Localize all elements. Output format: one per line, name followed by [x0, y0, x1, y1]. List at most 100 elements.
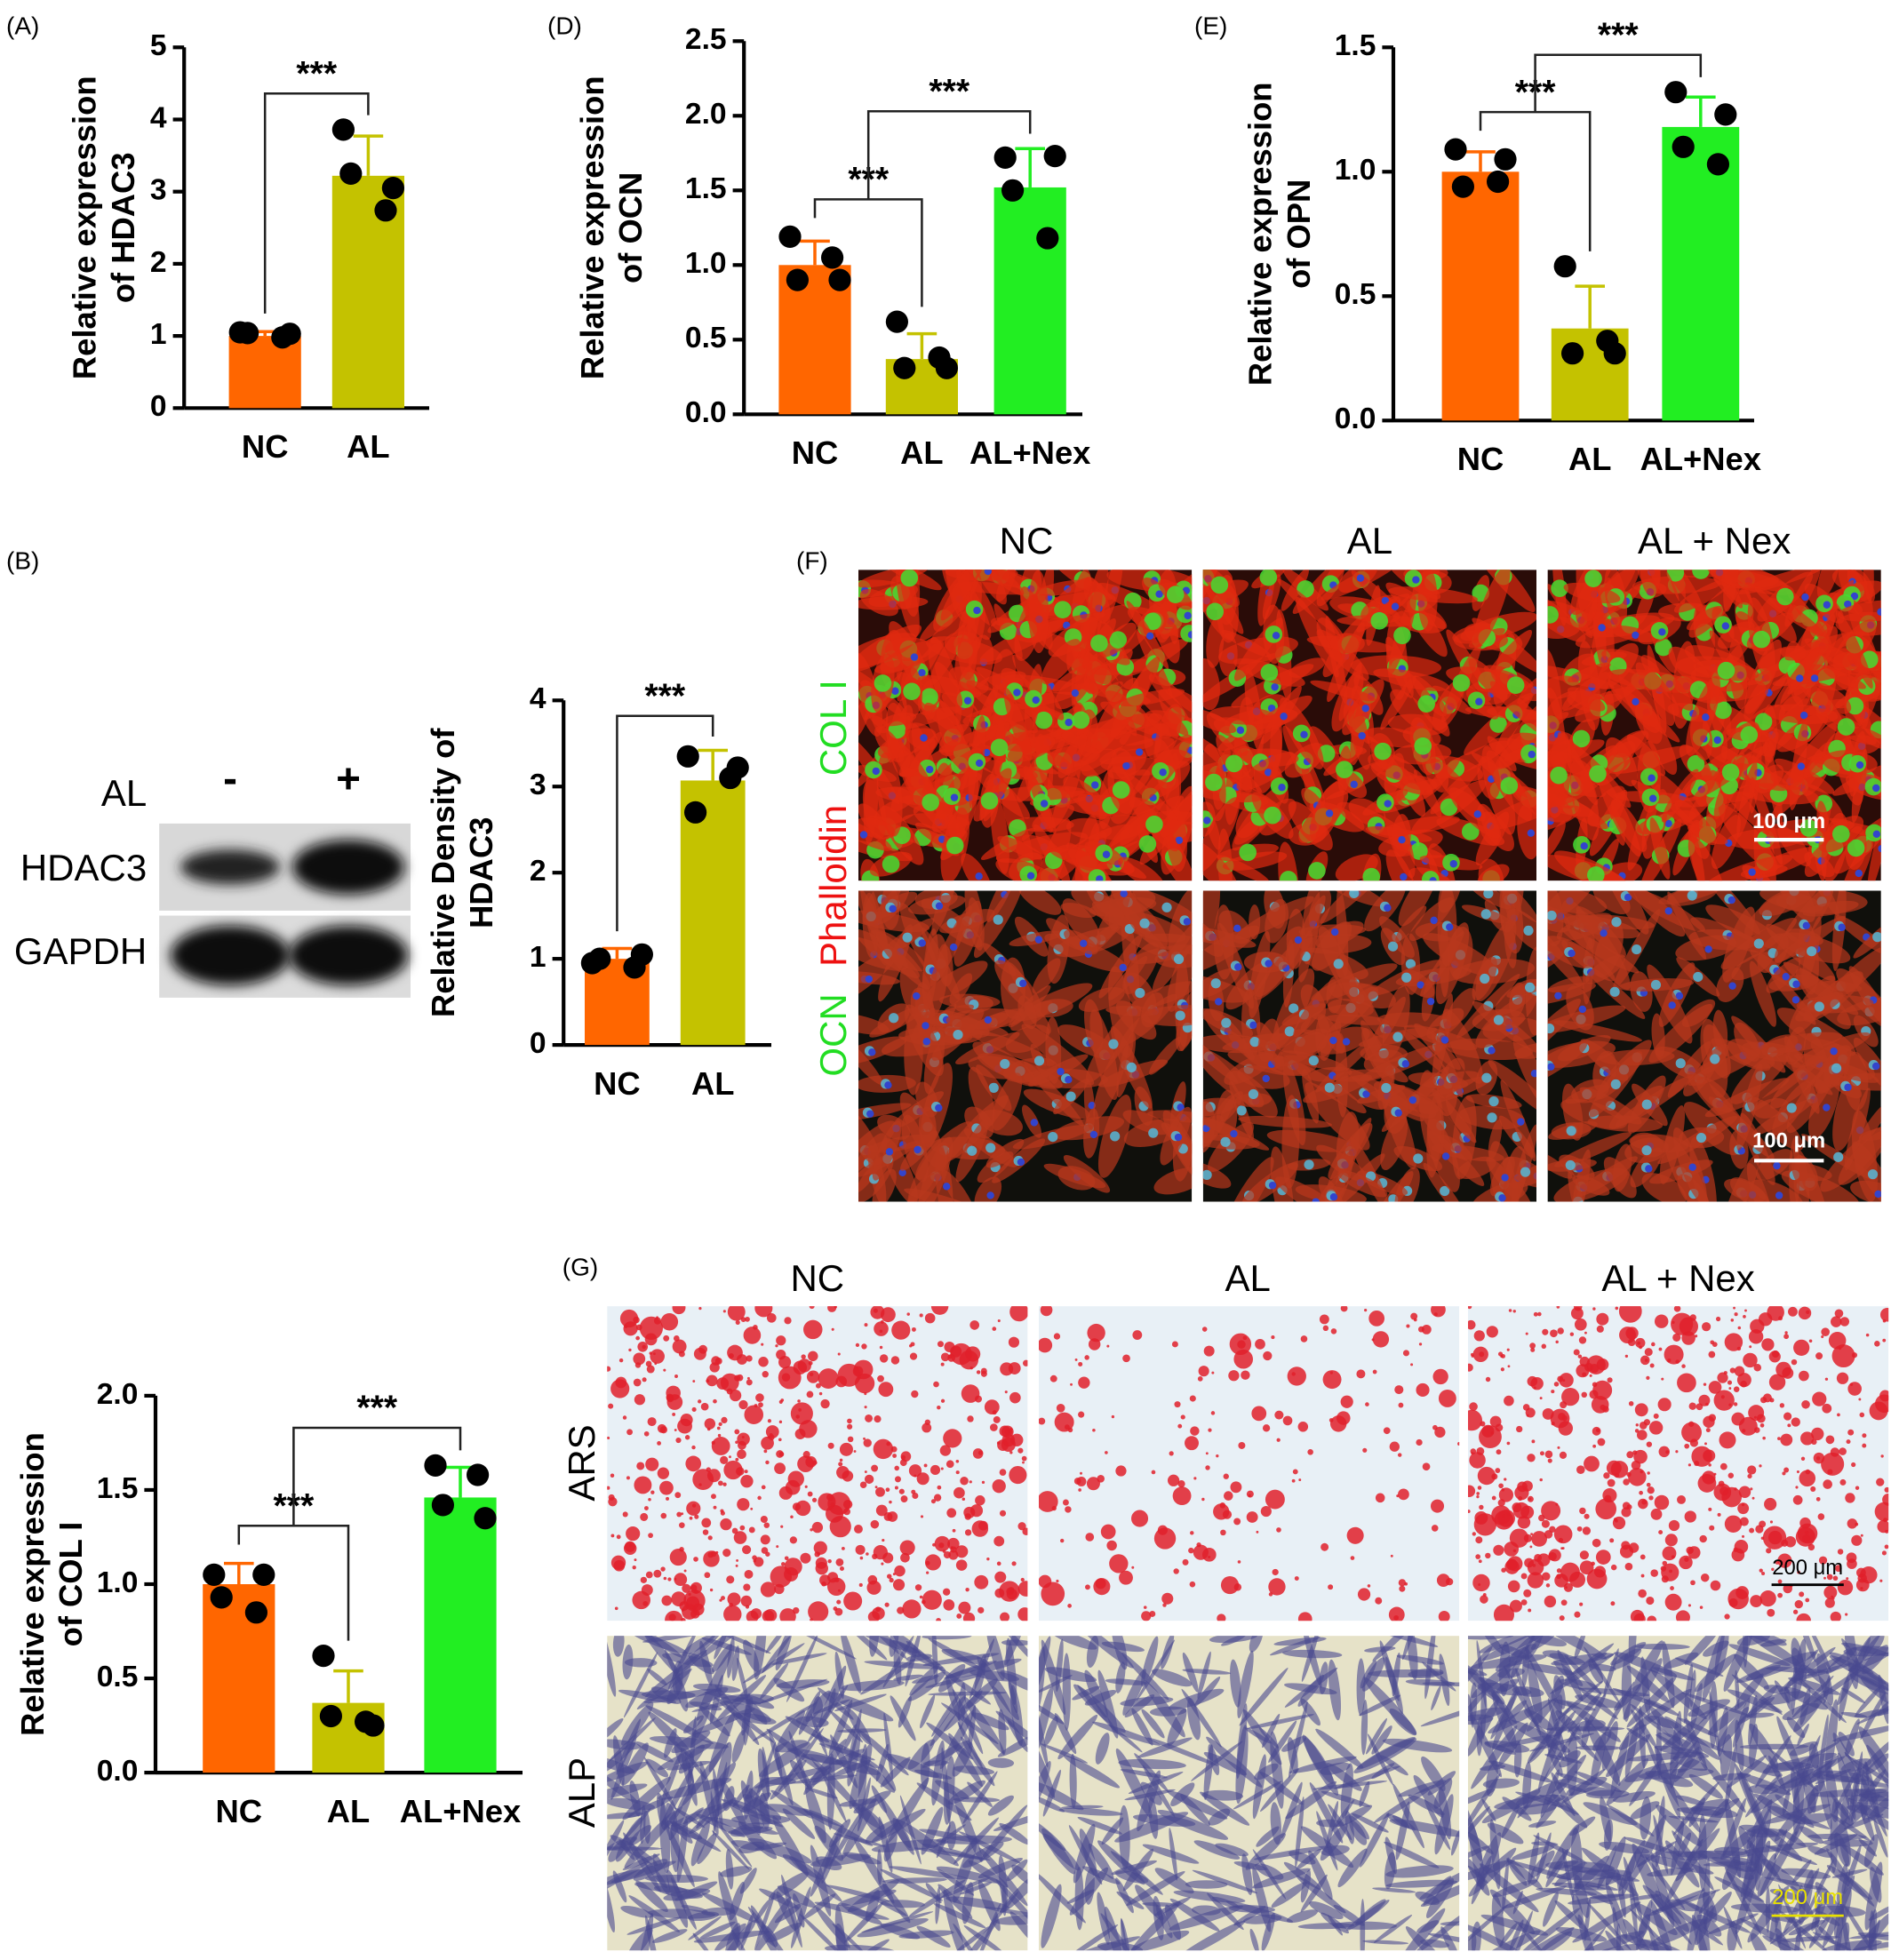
stain: [636, 1462, 645, 1470]
cell: [1021, 1024, 1095, 1086]
stain: [763, 1449, 768, 1454]
stain: [1675, 1359, 1680, 1364]
micrograph: [1039, 1636, 1460, 1951]
stain: [924, 1312, 936, 1324]
stain: [1592, 1538, 1601, 1548]
stain: [663, 1335, 670, 1342]
stain: [1085, 1533, 1095, 1542]
stain: [1297, 1674, 1324, 1707]
stain: [1759, 1423, 1765, 1428]
stain: [1818, 1556, 1828, 1565]
stain: [1049, 1374, 1057, 1382]
nucleus: [913, 992, 921, 1000]
cell: [1553, 1167, 1628, 1202]
stain: [1860, 1534, 1863, 1537]
stain: [1078, 1376, 1090, 1389]
stain: [969, 1504, 984, 1518]
stain: [681, 1905, 708, 1913]
stain: [1220, 1529, 1226, 1536]
stain: [762, 1746, 770, 1797]
nucleus: [1264, 769, 1273, 777]
nucleus: [1675, 992, 1684, 1000]
cell: [1759, 890, 1817, 917]
nucleus: [1138, 835, 1157, 853]
stain: [607, 1636, 617, 1697]
nucleus: [975, 759, 984, 768]
stain: [765, 1425, 779, 1438]
stain: [1371, 1763, 1395, 1780]
nucleus: [1304, 1159, 1314, 1170]
stain: [731, 1645, 740, 1682]
stain: [1688, 1402, 1696, 1410]
stain: [834, 1306, 838, 1309]
stain: [738, 1399, 748, 1410]
stain: [1438, 1390, 1456, 1407]
cell: [1649, 817, 1671, 880]
stain: [1847, 1518, 1858, 1529]
stain: [1644, 1348, 1653, 1357]
nucleus: [1797, 762, 1806, 770]
stain: [1372, 1331, 1390, 1348]
stain: [701, 1907, 736, 1916]
nucleus: [922, 1038, 930, 1046]
stain: [1527, 1454, 1536, 1462]
nucleus: [1587, 866, 1605, 881]
stain: [663, 1368, 666, 1372]
stain: [1553, 1525, 1573, 1544]
stain: [922, 1590, 942, 1610]
stain: [1367, 1584, 1371, 1588]
stain: [1560, 1401, 1568, 1409]
nucleus: [1205, 773, 1223, 792]
nucleus: [1220, 1136, 1231, 1147]
cell: [1635, 662, 1680, 716]
stain: [651, 1929, 688, 1943]
stain: [1595, 1550, 1611, 1565]
nucleus: [1572, 729, 1591, 748]
stain: [1078, 1361, 1083, 1366]
micrograph: [858, 890, 1193, 1202]
nucleus: [943, 1183, 951, 1191]
stain: [722, 1310, 726, 1313]
stain: [957, 1919, 999, 1951]
stain: [1797, 1570, 1800, 1574]
stain: [1074, 1358, 1078, 1361]
stain: [818, 1391, 823, 1396]
stain: [1760, 1397, 1767, 1404]
nucleus: [1830, 1048, 1838, 1056]
stain: [1530, 1377, 1544, 1390]
stain: [1364, 1636, 1439, 1647]
stain: [808, 1350, 818, 1362]
stain: [1688, 1463, 1691, 1467]
stain: [1695, 1335, 1698, 1338]
stain: [1471, 1452, 1474, 1455]
stain: [720, 1866, 753, 1877]
stain: [1172, 1486, 1192, 1506]
stain: [1565, 1586, 1568, 1590]
stain: [1468, 1485, 1476, 1497]
stain: [834, 1693, 887, 1711]
stain: [1506, 1441, 1511, 1446]
stain: [673, 1335, 680, 1342]
stain: [679, 1522, 685, 1528]
stain: [1039, 1761, 1051, 1814]
stain: [1064, 1424, 1070, 1430]
stain: [809, 1306, 815, 1310]
cell: [1337, 1170, 1388, 1198]
stain: [1738, 1416, 1758, 1436]
nucleus: [1648, 774, 1656, 782]
stain: [1832, 1575, 1839, 1582]
stain: [1762, 1436, 1766, 1440]
nucleus: [1394, 1109, 1402, 1117]
stain: [1606, 1460, 1622, 1476]
stain: [811, 1767, 833, 1786]
stain: [1040, 1306, 1053, 1317]
nucleus: [1740, 726, 1759, 744]
stain: [1507, 1556, 1523, 1572]
stain: [735, 1440, 738, 1445]
cell: [1262, 574, 1281, 620]
stain: [1581, 1391, 1587, 1398]
stain: [1223, 1491, 1233, 1501]
stain: [1739, 1517, 1749, 1526]
nucleus: [1446, 923, 1454, 931]
nucleus: [910, 653, 919, 661]
